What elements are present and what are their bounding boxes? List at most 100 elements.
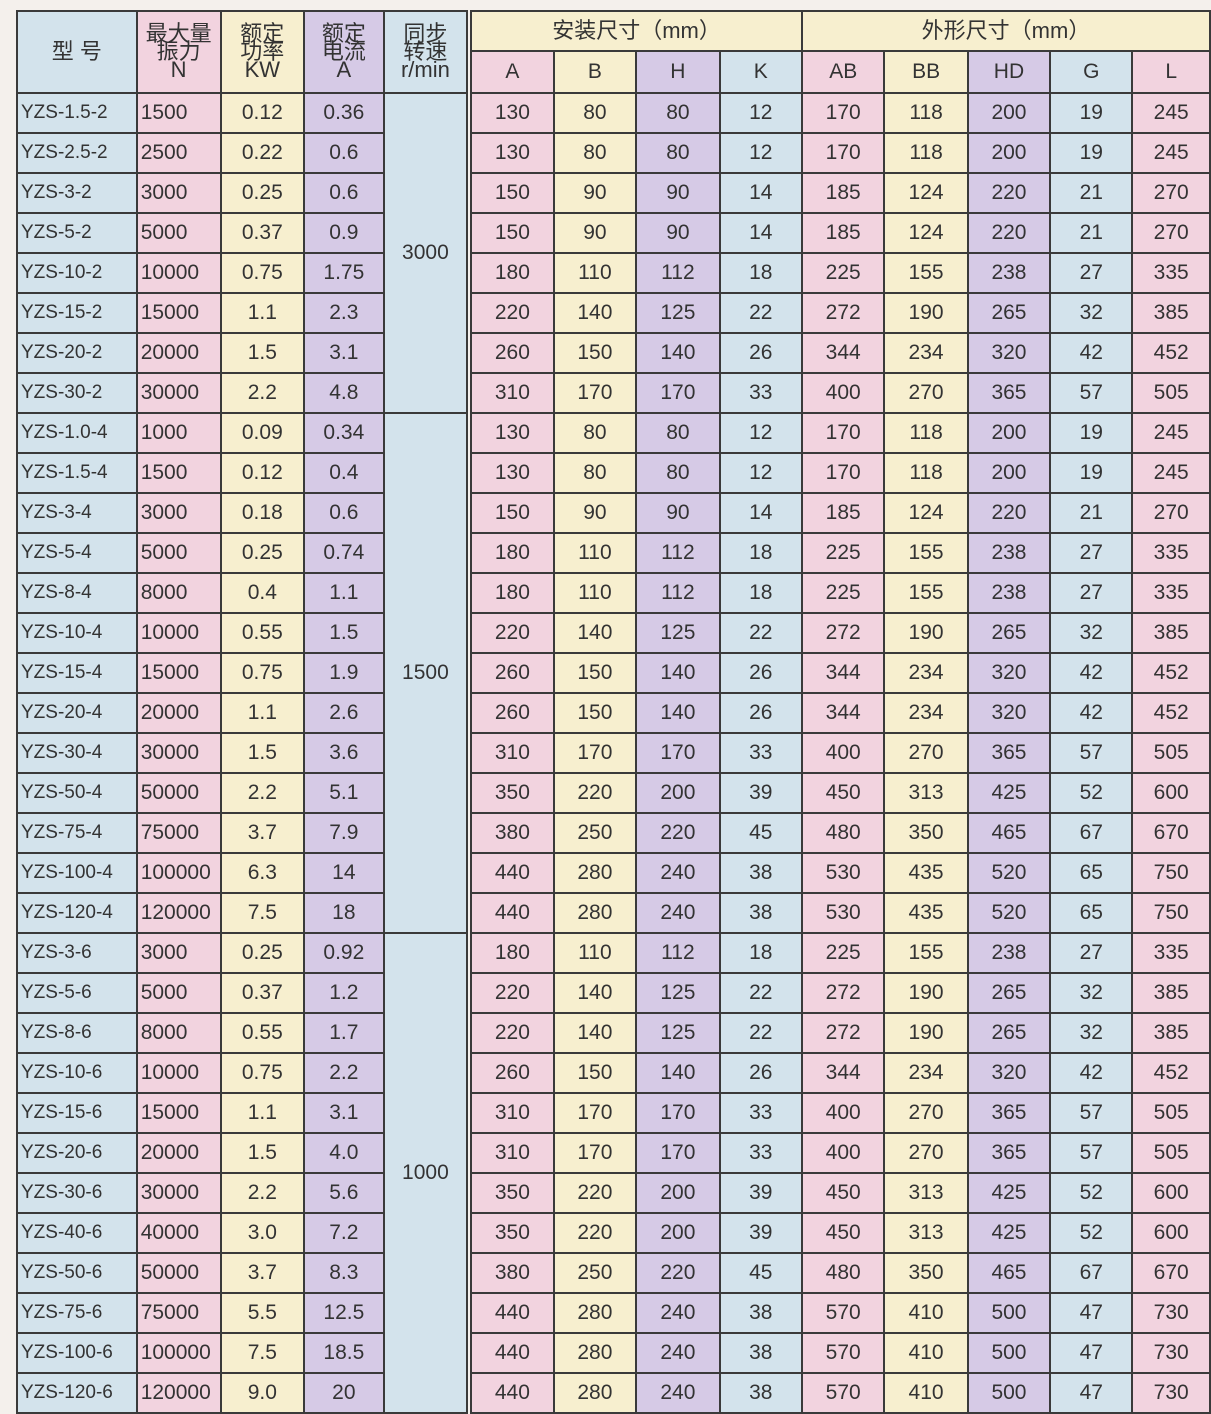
value-cell: 170 — [552, 372, 638, 414]
value-cell: 2.2 — [219, 1172, 306, 1214]
value-cell: 0.37 — [219, 972, 306, 1014]
value-cell: 33 — [718, 1132, 804, 1174]
value-cell: 344 — [800, 332, 886, 374]
value-cell: 14 — [718, 172, 804, 214]
value-cell: 22 — [718, 292, 804, 334]
value-cell: 530 — [800, 892, 886, 934]
value-cell: 32 — [1049, 1012, 1134, 1054]
value-cell: 32 — [1049, 292, 1134, 334]
value-cell: 245 — [1131, 412, 1211, 454]
value-cell: 220 — [966, 172, 1052, 214]
table-row: YZS-100-6 100000 7.5 18.5 440 280 240 38 570 410 5… — [16, 1332, 1211, 1374]
value-cell: 140 — [552, 1012, 638, 1054]
value-cell: 125 — [635, 972, 721, 1014]
value-cell: 200 — [966, 92, 1052, 134]
table-row: YZS-3-2 3000 0.25 0.6 150 90 90 14 185 124 220 21 27… — [16, 172, 1211, 214]
value-cell: 47 — [1049, 1372, 1134, 1414]
value-cell: 270 — [883, 1092, 969, 1134]
value-cell: 120000 — [135, 1372, 222, 1414]
value-cell: 52 — [1049, 1212, 1134, 1254]
table-row: YZS-3-6 3000 0.25 0.92 1000 180 110 112 18 225 155… — [16, 932, 1211, 1414]
value-cell: 0.4 — [303, 452, 385, 494]
value-cell: 33 — [718, 1092, 804, 1134]
value-cell: 4.0 — [303, 1132, 385, 1174]
value-cell: 320 — [966, 332, 1052, 374]
table-row: YZS-75-4 75000 3.7 7.9 380 250 220 45 480 350 465 6… — [16, 812, 1211, 854]
value-cell: 1.2 — [303, 972, 385, 1014]
value-cell: 190 — [883, 612, 969, 654]
value-cell: 570 — [800, 1332, 886, 1374]
value-cell: 42 — [1049, 652, 1134, 694]
value-cell: 225 — [800, 932, 886, 974]
value-cell: 19 — [1049, 132, 1134, 174]
value-cell: 452 — [1131, 692, 1211, 734]
value-cell: 400 — [800, 372, 886, 414]
value-cell: 750 — [1131, 892, 1211, 934]
gap — [466, 933, 473, 1413]
value-cell: 18 — [718, 932, 804, 974]
value-cell: 280 — [552, 1372, 638, 1414]
value-cell: 670 — [1131, 1252, 1211, 1294]
value-cell: 5000 — [135, 972, 222, 1014]
value-cell: 33 — [718, 732, 804, 774]
value-cell: 170 — [800, 92, 886, 134]
value-cell: 18 — [718, 252, 804, 294]
table-row: YZS-1.5-2 1500 0.12 0.36 3000 130 80 80 12 170 118… — [16, 92, 1211, 414]
value-cell: 14 — [718, 492, 804, 534]
value-cell: 1.1 — [219, 692, 306, 734]
value-cell: 180 — [470, 532, 555, 574]
value-cell: 440 — [470, 892, 555, 934]
value-cell: 26 — [718, 332, 804, 374]
value-cell: 0.74 — [303, 532, 385, 574]
value-cell: 238 — [966, 932, 1052, 974]
model-cell: YZS-20-4 — [16, 692, 138, 734]
gap — [466, 11, 473, 93]
value-cell: 530 — [800, 852, 886, 894]
value-cell: 1.7 — [303, 1012, 385, 1054]
value-cell: 272 — [800, 612, 886, 654]
value-cell: 335 — [1131, 932, 1211, 974]
model-cell: YZS-15-2 — [16, 292, 138, 334]
header-model: 型 号 — [16, 10, 138, 94]
value-cell: 730 — [1131, 1372, 1211, 1414]
table-row: YZS-30-4 30000 1.5 3.6 310 170 170 33 400 270 365 5… — [16, 732, 1211, 774]
value-cell: 26 — [718, 692, 804, 734]
value-cell: 112 — [635, 932, 721, 974]
value-cell: 220 — [966, 492, 1052, 534]
value-cell: 240 — [635, 1372, 721, 1414]
value-cell: 310 — [470, 372, 555, 414]
value-cell: 335 — [1131, 532, 1211, 574]
value-cell: 42 — [1049, 1052, 1134, 1094]
value-cell: 10000 — [135, 252, 222, 294]
value-cell: 27 — [1049, 932, 1134, 974]
value-cell: 190 — [883, 1012, 969, 1054]
header-col: HD — [966, 50, 1052, 94]
value-cell: 57 — [1049, 732, 1134, 774]
value-cell: 440 — [470, 852, 555, 894]
table-row: YZS-120-4 120000 7.5 18 440 280 240 38 530 435 520… — [16, 892, 1211, 934]
value-cell: 320 — [966, 692, 1052, 734]
table-row: YZS-100-4 100000 6.3 14 440 280 240 38 530 435 520… — [16, 852, 1211, 894]
value-cell: 150 — [552, 1052, 638, 1094]
value-cell: 80 — [552, 92, 638, 134]
value-cell: 26 — [718, 652, 804, 694]
value-cell: 270 — [883, 372, 969, 414]
value-cell: 8000 — [135, 1012, 222, 1054]
value-cell: 140 — [552, 612, 638, 654]
value-cell: 22 — [718, 612, 804, 654]
model-cell: YZS-20-2 — [16, 332, 138, 374]
value-cell: 5.5 — [219, 1292, 306, 1334]
value-cell: 170 — [800, 452, 886, 494]
value-cell: 0.75 — [219, 252, 306, 294]
value-cell: 12 — [718, 412, 804, 454]
value-cell: 170 — [635, 1092, 721, 1134]
value-cell: 520 — [966, 852, 1052, 894]
value-cell: 313 — [883, 1172, 969, 1214]
value-cell: 0.75 — [219, 652, 306, 694]
value-cell: 100000 — [135, 852, 222, 894]
value-cell: 124 — [883, 212, 969, 254]
value-cell: 3.1 — [303, 332, 385, 374]
value-cell: 39 — [718, 1172, 804, 1214]
value-cell: 112 — [635, 572, 721, 614]
value-cell: 265 — [966, 1012, 1052, 1054]
